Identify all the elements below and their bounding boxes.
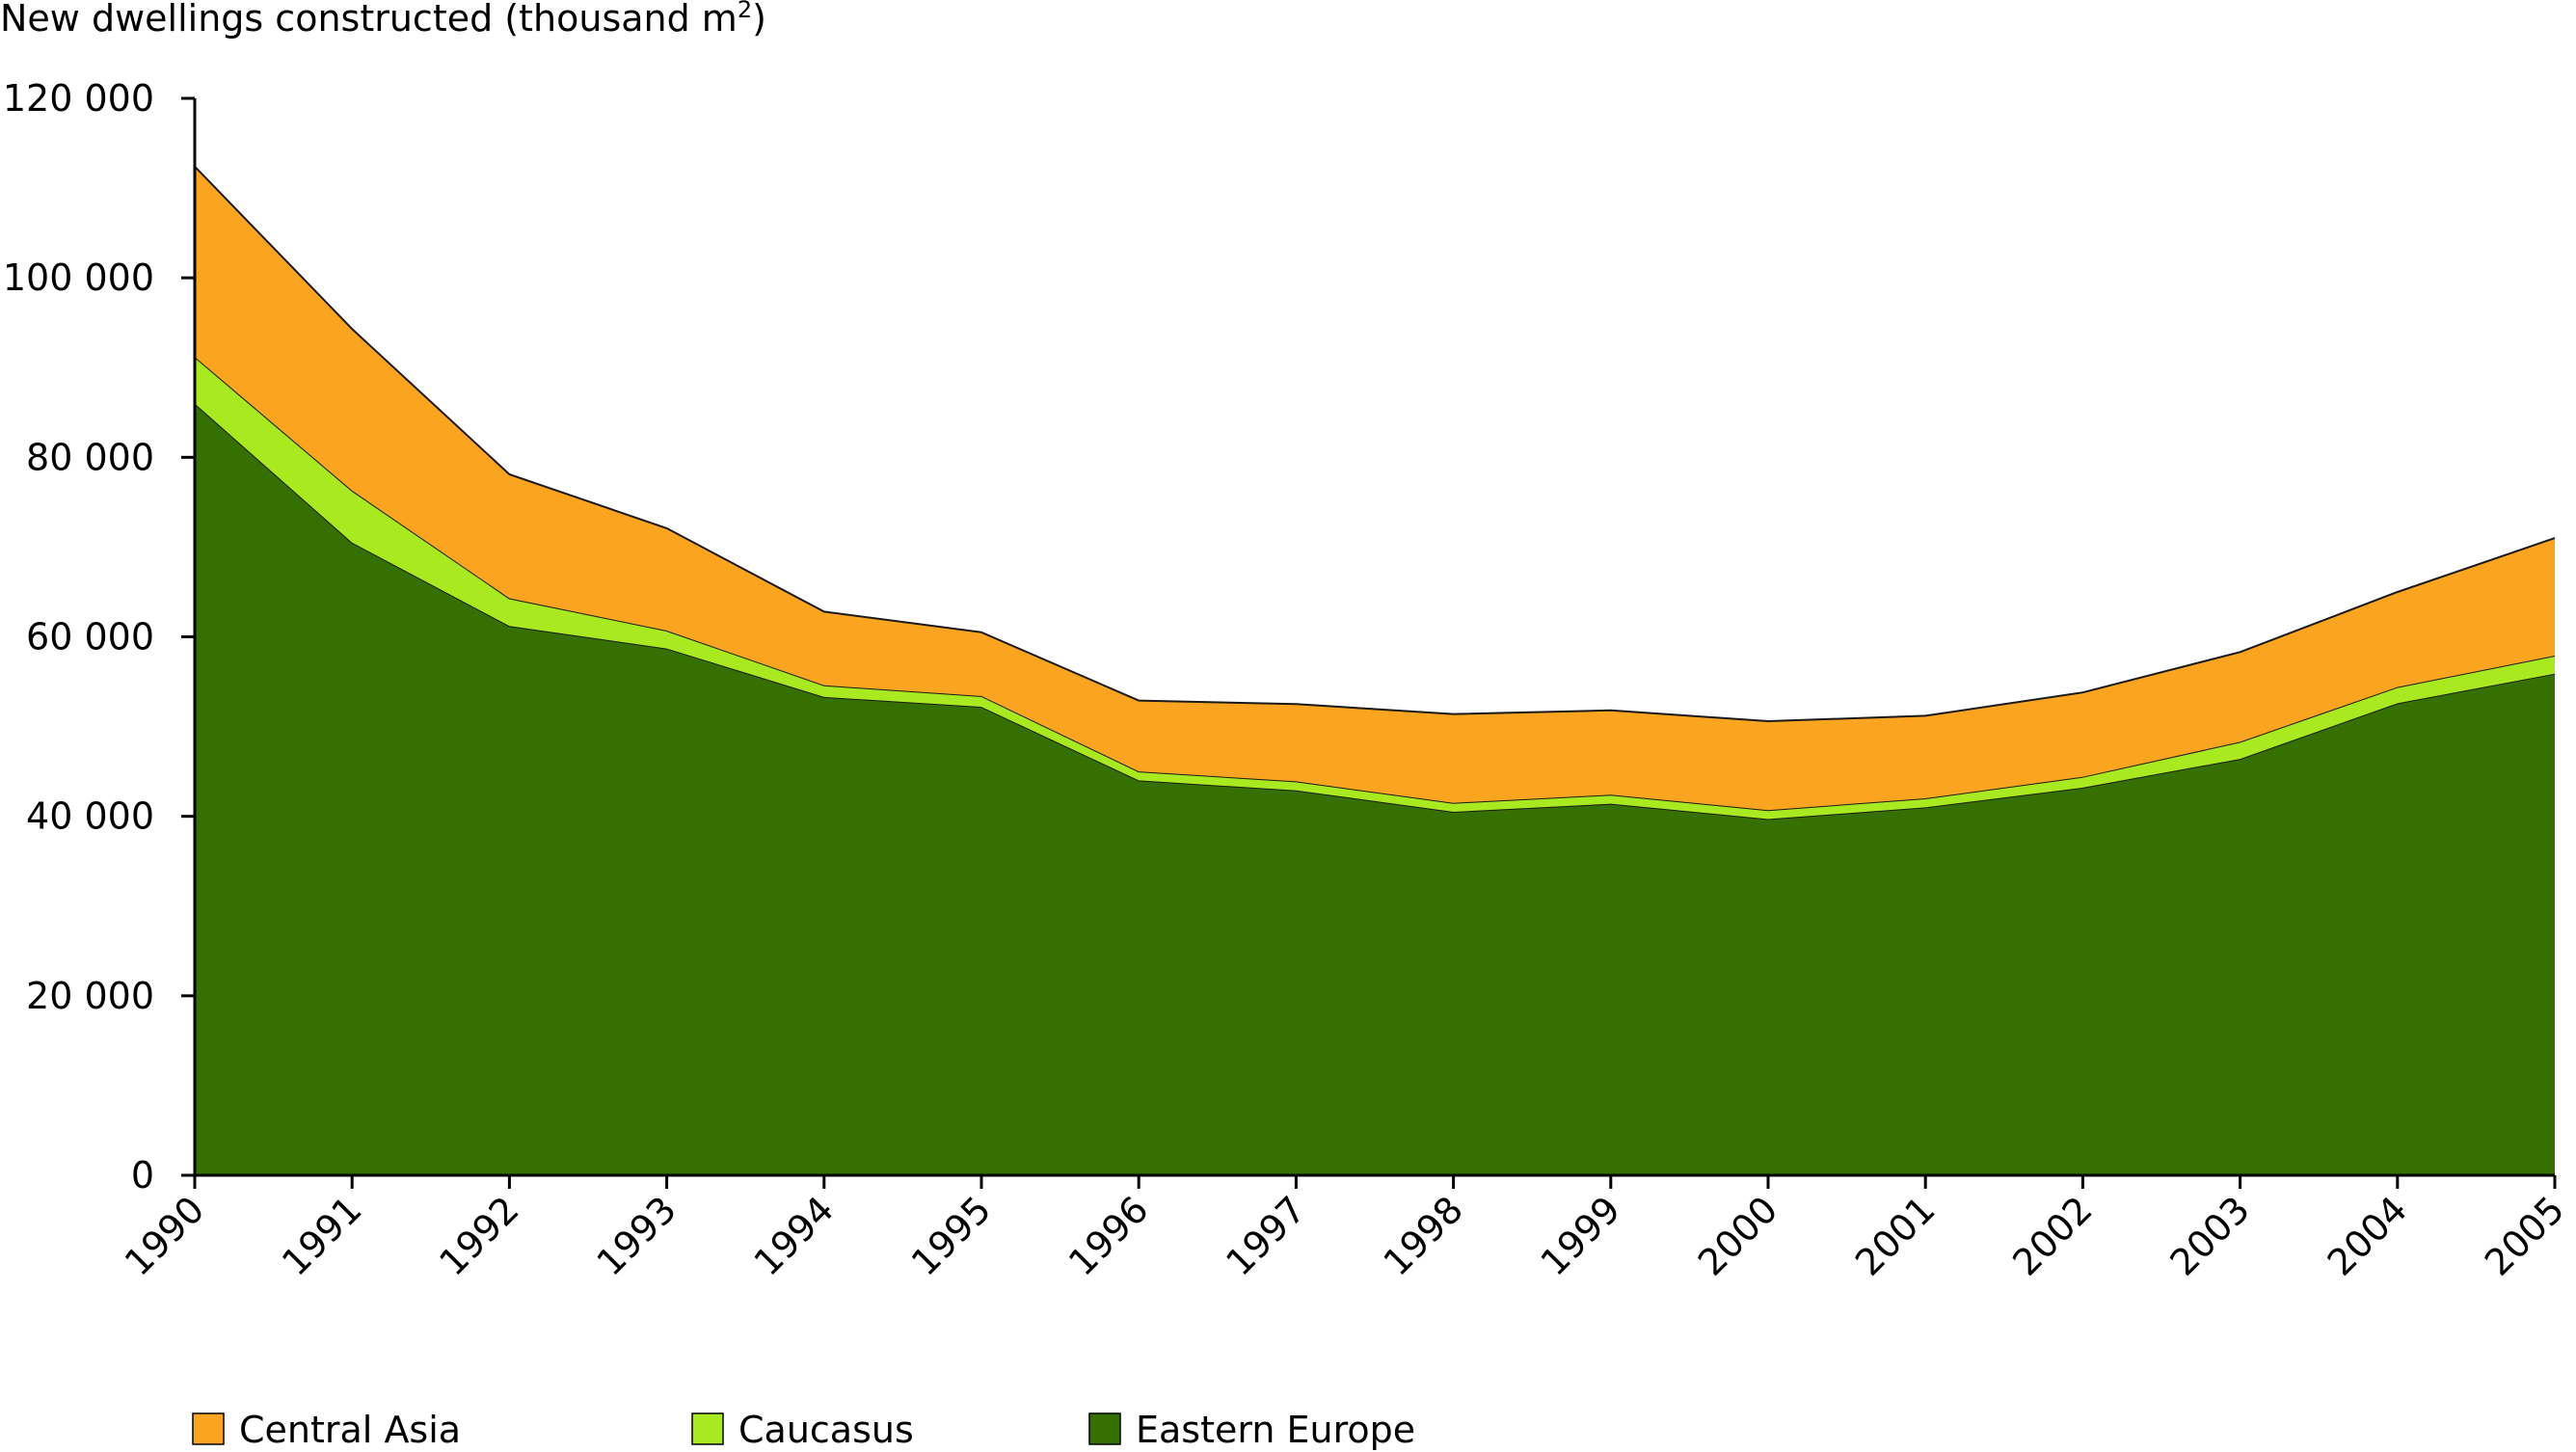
y-tick-label: 20 000 (26, 975, 154, 1017)
legend-label-caucasus: Caucasus (738, 1409, 914, 1451)
x-tick-label: 1990 (117, 1188, 213, 1284)
area-eastern-europe (195, 403, 2555, 1175)
y-tick-label: 40 000 (26, 795, 154, 838)
y-tick-label: 80 000 (26, 436, 154, 478)
y-axis-label-superscript: 2 (738, 0, 752, 23)
y-tick-label: 0 (131, 1154, 154, 1197)
y-tick-label: 60 000 (26, 616, 154, 659)
x-tick-label: 1991 (274, 1188, 370, 1284)
area-layers (194, 166, 2556, 1175)
x-tick-label: 1998 (1375, 1188, 1471, 1284)
x-tick-label: 2004 (2320, 1188, 2416, 1284)
x-tick-label: 1994 (746, 1188, 843, 1284)
legend: Central Asia Caucasus Eastern Europe (192, 1409, 1415, 1451)
x-tick-label: 1992 (431, 1188, 527, 1284)
x-tick-label: 2005 (2477, 1188, 2573, 1284)
legend-label-central-asia: Central Asia (239, 1409, 461, 1451)
x-tick-label: 1999 (1533, 1188, 1629, 1284)
y-axis-label-main: New dwellings constructed (thousand m (0, 0, 738, 40)
y-axis-label: New dwellings constructed (thousand m2) (0, 0, 766, 40)
legend-swatch-central-asia (192, 1412, 225, 1445)
area-central-asia (195, 166, 2555, 811)
area-edge-central-asia (194, 166, 2556, 723)
legend-swatch-eastern-europe (1088, 1412, 1121, 1445)
legend-swatch-caucasus (691, 1412, 724, 1445)
x-tick-label: 2002 (2004, 1188, 2101, 1284)
x-tick-label: 1997 (1218, 1188, 1314, 1284)
y-tick-label: 100 000 (3, 256, 154, 299)
x-tick-label: 1993 (588, 1188, 684, 1284)
x-tick-label: 2003 (2161, 1188, 2258, 1284)
x-tick-label: 1995 (903, 1188, 1000, 1284)
y-tick-label: 120 000 (3, 77, 154, 120)
x-tick-label: 2000 (1690, 1188, 1786, 1284)
y-ticks: 0 20 000 40 000 60 000 80 000 100 000 120 000 (3, 77, 195, 1197)
x-tick-label: 2001 (1847, 1188, 1944, 1284)
x-tick-label: 1996 (1060, 1188, 1157, 1284)
y-axis-label-close: ) (752, 0, 766, 40)
legend-label-eastern-europe: Eastern Europe (1136, 1409, 1415, 1451)
x-ticks: 1990 1991 1992 1993 1994 1995 1996 1997 1998 1999… (117, 1175, 2573, 1284)
